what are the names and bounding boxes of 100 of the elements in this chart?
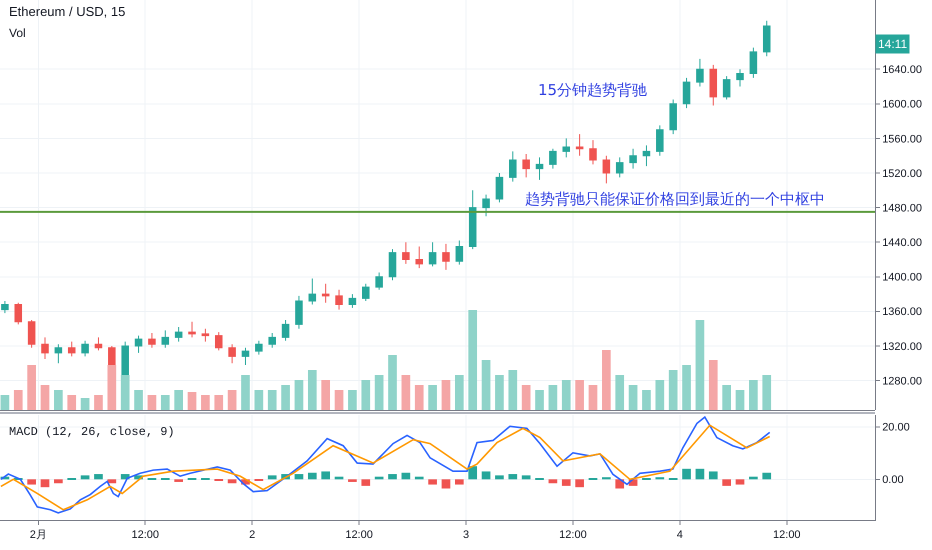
candlestick [442, 243, 450, 270]
candlestick [202, 328, 210, 342]
y-tick-label: 1280.00 [882, 375, 922, 388]
bar [548, 479, 558, 484]
bar [682, 365, 691, 410]
bar [414, 476, 424, 480]
bar [402, 472, 410, 480]
bar [402, 375, 410, 410]
bar [27, 365, 36, 410]
candlestick [362, 283, 370, 302]
x-tick-label: 12:00 [773, 529, 801, 542]
bar [668, 370, 678, 410]
candlestick [402, 242, 410, 264]
candlestick [295, 295, 303, 330]
candlestick [174, 326, 182, 342]
bar [94, 395, 103, 410]
bar [214, 395, 224, 410]
candlestick [162, 330, 170, 348]
y-tick-label: 1520.00 [882, 168, 922, 180]
bar [562, 380, 571, 410]
candlestick [576, 134, 584, 156]
candlestick [616, 156, 624, 178]
bar [107, 479, 116, 484]
candlestick [94, 336, 102, 351]
candlestick [335, 289, 343, 310]
candlestick [14, 302, 22, 325]
bar [308, 370, 317, 410]
bar [241, 375, 250, 410]
bar [522, 475, 530, 480]
candlestick [682, 77, 690, 109]
candlestick [41, 336, 49, 360]
candlestick [562, 138, 570, 158]
bar [708, 471, 718, 480]
candlestick [642, 144, 650, 167]
bar [321, 380, 330, 410]
bar [281, 385, 290, 410]
candlestick [255, 340, 263, 356]
bar [80, 475, 90, 480]
candlestick [602, 155, 610, 184]
y-tick-label: 1440.00 [882, 237, 922, 250]
y-tick-label: 1400.00 [882, 272, 922, 284]
bar [762, 472, 772, 480]
bar [294, 474, 304, 480]
candlestick [428, 242, 436, 267]
candlestick [134, 335, 142, 354]
bar [495, 475, 504, 480]
candlestick [282, 320, 290, 342]
candlestick [468, 190, 476, 250]
bar [134, 390, 143, 410]
bar [40, 479, 50, 488]
bar [334, 390, 344, 410]
bar [27, 479, 36, 485]
y-tick-label: 1640.00 [882, 64, 922, 76]
bar [442, 380, 450, 410]
candlestick [148, 332, 156, 348]
annotation: Vol [9, 26, 26, 40]
bar [575, 380, 584, 410]
bar [188, 392, 196, 410]
bar [321, 471, 330, 480]
candlestick [375, 272, 383, 290]
bar [615, 375, 624, 410]
candlestick [536, 156, 544, 180]
x-tick-label: 12:00 [345, 529, 373, 542]
bar [54, 390, 63, 410]
bar [254, 390, 264, 410]
bar [67, 395, 76, 410]
x-tick-label: 3 [462, 529, 470, 542]
bar [749, 380, 758, 410]
x-tick-label: 12:00 [559, 529, 587, 542]
bar [602, 350, 611, 410]
candlestick [348, 294, 356, 308]
bar [535, 390, 544, 410]
x-tick-label: 2月 [30, 529, 47, 542]
bar [201, 395, 210, 410]
bar [495, 375, 504, 410]
candlestick [81, 340, 89, 357]
bar [708, 360, 718, 410]
y-tick-label: 1600.00 [882, 98, 922, 111]
bar [522, 385, 530, 410]
bar [388, 355, 397, 410]
bar [736, 390, 744, 410]
candlestick [415, 246, 424, 269]
bar [562, 479, 571, 486]
candlestick [188, 321, 196, 338]
x-tick-label: 12:00 [131, 529, 160, 542]
candlestick [509, 150, 517, 182]
bar [334, 476, 344, 480]
bar [696, 320, 704, 410]
bar [548, 385, 558, 410]
bar [642, 390, 651, 410]
bar [174, 390, 183, 410]
bar [482, 360, 490, 410]
annotation: 趋势背驰只能保证价格回到最近的一个中枢中 [525, 190, 825, 208]
x-tick-label: 4 [676, 529, 683, 542]
annotation: 15分钟趋势背驰 [538, 81, 648, 99]
bar [308, 472, 317, 480]
bar [348, 479, 357, 482]
candlestick [482, 194, 490, 217]
y-tick-label: 0.00 [882, 474, 904, 486]
bar [468, 310, 478, 410]
